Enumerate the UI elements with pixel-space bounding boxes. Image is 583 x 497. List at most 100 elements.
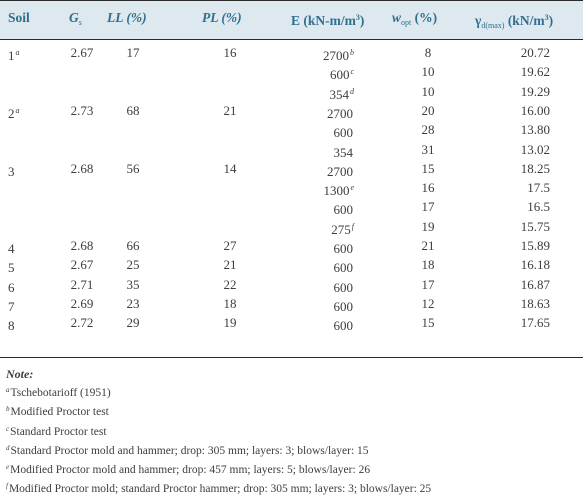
optimum-moisture-cell: 8	[408, 45, 448, 60]
plastic-limit-cell-value: 16	[223, 45, 237, 60]
soil-cell: 5	[8, 257, 28, 275]
soil-cell-value: 4	[8, 241, 15, 256]
soil-cell-value: 6	[8, 279, 15, 295]
liquid-limit-cell: 29	[113, 315, 153, 330]
specific-gravity-cell-value: 2.67	[70, 45, 94, 60]
plastic-limit-cell: 21	[210, 103, 250, 118]
liquid-limit-cell-value: 66	[126, 238, 140, 253]
compaction-energy-cell: 354	[290, 142, 354, 160]
optimum-moisture-cell-value: 17	[421, 199, 435, 215]
compaction-energy-cell-value: 2700	[323, 48, 349, 63]
liquid-limit-cell-value: 56	[126, 160, 140, 176]
max-dry-unit-weight-cell: 16.5	[490, 199, 550, 214]
compaction-energy-cell-value: 600	[333, 298, 354, 314]
optimum-moisture-cell-value: 15	[421, 315, 435, 331]
specific-gravity-cell: 2.68	[62, 161, 102, 176]
liquid-limit-cell: 23	[113, 296, 153, 311]
header-max-dry-unit-weight: γd(max) (kN/m3)	[475, 13, 554, 30]
plastic-limit-cell: 19	[210, 315, 250, 330]
footnote-mark: f	[6, 482, 8, 491]
footnote-mark: b	[6, 405, 10, 414]
footnote-mark: b	[350, 48, 354, 57]
soil-cell: 7	[8, 296, 28, 314]
header-specific-gravity: Gs	[69, 10, 82, 27]
plastic-limit-cell: 16	[210, 45, 250, 60]
note-text: Tschebotarioff (1951)	[10, 387, 111, 400]
soil-cell: 6	[8, 277, 28, 295]
max-dry-unit-weight-cell: 17.5	[490, 180, 550, 195]
optimum-moisture-cell: 20	[408, 103, 448, 118]
max-dry-unit-weight-cell-value: 19.29	[520, 83, 550, 99]
plastic-limit-cell-value: 18	[223, 295, 237, 311]
specific-gravity-cell: 2.69	[62, 296, 102, 311]
footnote-mark: e	[350, 183, 354, 193]
plastic-limit-cell-value: 27	[223, 238, 237, 253]
max-dry-unit-weight-cell-value: 16.87	[520, 276, 550, 292]
compaction-energy-cell: 2700	[290, 103, 354, 121]
header-rule	[0, 39, 583, 40]
max-dry-unit-weight-cell: 18.25	[490, 161, 550, 176]
optimum-moisture-cell-value: 12	[421, 295, 435, 311]
compaction-energy-cell: 600	[290, 122, 354, 140]
liquid-limit-cell-value: 35	[126, 276, 140, 292]
specific-gravity-cell: 2.72	[62, 315, 102, 330]
liquid-limit-cell: 25	[113, 257, 153, 272]
compaction-energy-cell: 1300e	[290, 180, 354, 198]
soil-cell: 4	[8, 238, 28, 256]
compaction-energy-cell: 2700	[290, 161, 354, 179]
max-dry-unit-weight-cell-value: 16.5	[527, 199, 550, 215]
liquid-limit-cell: 68	[113, 103, 153, 118]
soil-cell	[8, 84, 28, 102]
optimum-moisture-cell: 10	[408, 64, 448, 79]
note-item: eModified Proctor mold and hammer; drop:…	[6, 459, 431, 478]
plastic-limit-cell-value: 21	[223, 257, 237, 273]
compaction-energy-cell-value: 600	[329, 67, 350, 83]
liquid-limit-cell-value: 68	[126, 102, 140, 118]
optimum-moisture-cell: 18	[408, 257, 448, 272]
max-dry-unit-weight-cell: 16.18	[490, 257, 550, 272]
compaction-energy-cell: 600	[290, 296, 354, 314]
optimum-moisture-cell: 10	[408, 84, 448, 99]
optimum-moisture-cell: 28	[408, 122, 448, 137]
footnote-mark: c	[6, 424, 10, 433]
notes-list: aTschebotarioff (1951) b Modified Proctor …	[6, 382, 431, 497]
soil-cell	[8, 199, 28, 217]
compaction-energy-cell: 600	[290, 199, 354, 217]
liquid-limit-cell-value: 23	[126, 295, 140, 311]
optimum-moisture-cell: 21	[408, 238, 448, 253]
optimum-moisture-cell-value: 21	[421, 238, 435, 253]
soil-cell-value: 1	[8, 48, 15, 63]
note-text: Standard Proctor mold and hammer; drop: …	[10, 444, 369, 457]
specific-gravity-cell: 2.67	[62, 257, 102, 272]
liquid-limit-cell-value: 29	[126, 315, 140, 331]
liquid-limit-cell-value: 25	[126, 257, 140, 273]
max-dry-unit-weight-cell-value: 17.5	[527, 180, 550, 196]
header-liquid-limit: LL (%)	[107, 10, 147, 25]
compaction-energy-cell-value: 600	[333, 202, 354, 218]
soil-cell: 2a	[8, 103, 28, 121]
header-optimum-moisture: wopt (%)	[392, 10, 438, 27]
note-text: Modified Proctor mold and hammer; drop: …	[10, 464, 371, 477]
liquid-limit-cell: 35	[113, 277, 153, 292]
specific-gravity-cell-value: 2.71	[70, 276, 94, 292]
compaction-energy-cell: 600	[290, 277, 354, 295]
compaction-energy-cell-value: 2700	[327, 105, 353, 121]
note-item: aTschebotarioff (1951)	[6, 382, 431, 401]
header-soil: Soil	[8, 10, 30, 25]
soil-cell: 1a	[8, 45, 28, 63]
header-plastic-limit: PL (%)	[202, 10, 242, 25]
liquid-limit-cell-value: 17	[126, 45, 140, 60]
footnote-mark: c	[350, 67, 354, 77]
optimum-moisture-cell-value: 19	[421, 218, 435, 234]
note-item: fModified Proctor mold; standard Proctor…	[6, 478, 431, 497]
footnote-mark: d	[350, 86, 354, 96]
footnote-mark: f	[351, 221, 354, 231]
max-dry-unit-weight-cell: 15.89	[490, 238, 550, 253]
optimum-moisture-cell-value: 20	[421, 102, 435, 118]
compaction-energy-cell-value: 354	[329, 86, 350, 102]
plastic-limit-cell: 14	[210, 161, 250, 176]
soil-cell	[8, 122, 28, 140]
optimum-moisture-cell-value: 10	[421, 83, 435, 99]
compaction-energy-cell: 600c	[290, 64, 354, 82]
specific-gravity-cell-value: 2.67	[70, 257, 94, 273]
